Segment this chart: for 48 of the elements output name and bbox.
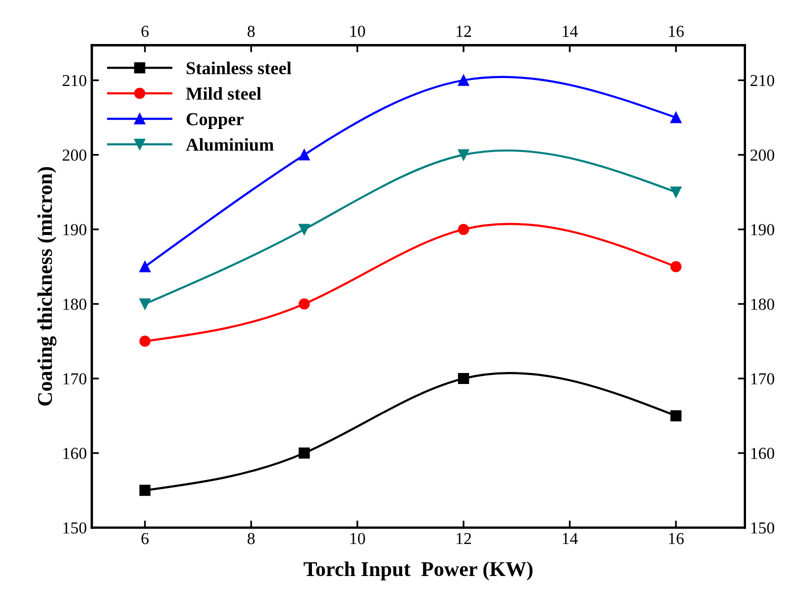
y-tick-label: 150 [63,522,86,534]
y-tick-label: 190 [63,224,86,236]
point [298,149,310,160]
point [298,298,310,310]
x2-tick-label: 14 [562,26,578,37]
point [298,224,310,235]
x-axis-title: Torch Input Power (KW) [304,561,532,580]
x-tick-label: 14 [562,533,578,544]
point [458,149,470,160]
legend-label: Aluminium [186,138,274,151]
point [139,336,150,347]
x2-tick-label: 10 [350,26,366,37]
legend-label: Stainless steel [186,62,292,74]
x-tick-label: 12 [456,533,471,544]
legend-label: Mild steel [186,87,262,100]
y-tick-label: 170 [63,373,86,384]
y2-tick-label: 190 [751,224,774,236]
point [670,261,682,272]
y-axis-title: Coating thickness (micron) [37,167,56,406]
point [670,410,682,422]
point [139,298,150,310]
point [139,261,150,272]
x2-tick-label: 16 [669,26,684,37]
x2-tick-label: 8 [248,26,255,37]
y2-tick-label: 200 [750,150,774,161]
point [458,224,470,235]
legend-label: Copper [186,113,244,129]
point [298,448,310,459]
y2-tick-label: 210 [750,74,774,86]
x-tick-label: 16 [669,533,684,544]
x-tick-label: 10 [350,532,366,544]
y2-tick-label: 180 [751,298,774,310]
point [458,74,470,86]
point [670,112,682,124]
y2-tick-label: 150 [751,522,774,534]
point [139,484,150,496]
y2-tick-label: 160 [751,448,774,460]
y2-tick-label: 170 [751,373,774,384]
y-tick-label: 200 [62,150,86,161]
point [670,186,682,198]
y-tick-label: 210 [62,74,86,86]
x-tick-label: 8 [248,532,255,544]
y-tick-label: 180 [63,298,86,310]
y-tick-label: 160 [63,448,86,460]
x2-tick-label: 6 [141,26,149,37]
point [458,372,470,384]
x2-tick-label: 12 [456,26,471,37]
x-tick-label: 6 [141,533,149,544]
